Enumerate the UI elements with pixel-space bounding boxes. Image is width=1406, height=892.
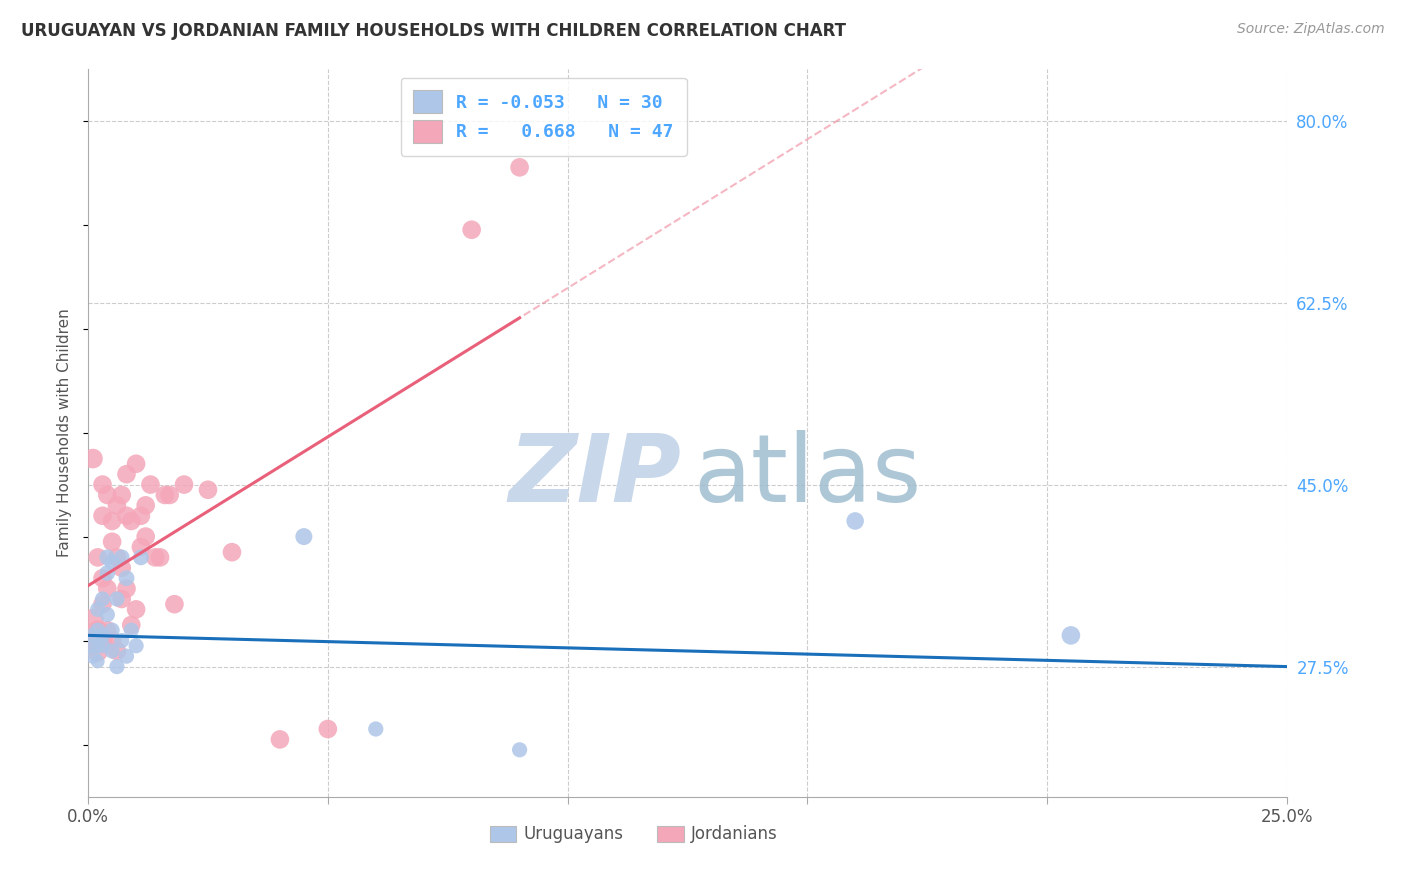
Point <box>87 550 110 565</box>
Point <box>129 540 152 554</box>
Text: Uruguayans: Uruguayans <box>523 825 623 844</box>
Point <box>111 633 134 648</box>
Point <box>844 514 866 528</box>
Point <box>96 566 118 580</box>
Point <box>460 223 482 237</box>
Point <box>364 722 387 736</box>
Point <box>111 561 134 575</box>
Text: Source: ZipAtlas.com: Source: ZipAtlas.com <box>1237 22 1385 37</box>
Point <box>163 597 186 611</box>
Point <box>159 488 181 502</box>
Point <box>91 628 114 642</box>
Point <box>96 550 118 565</box>
Point <box>101 534 124 549</box>
Point <box>101 644 124 658</box>
Point <box>91 571 114 585</box>
Point <box>115 571 138 585</box>
Point <box>82 633 104 648</box>
Point <box>115 582 138 596</box>
Point <box>173 477 195 491</box>
Point <box>82 639 104 653</box>
Point <box>120 618 142 632</box>
Text: atlas: atlas <box>693 430 921 522</box>
Point <box>143 550 166 565</box>
Point <box>135 499 157 513</box>
Point <box>105 499 128 513</box>
Point <box>91 597 114 611</box>
Point <box>87 623 110 637</box>
Point <box>153 488 176 502</box>
Point <box>221 545 243 559</box>
Point <box>96 623 118 637</box>
Point <box>87 654 110 668</box>
Y-axis label: Family Households with Children: Family Households with Children <box>58 309 72 557</box>
Point <box>149 550 172 565</box>
Point <box>1060 628 1083 642</box>
Point <box>129 508 152 523</box>
Point <box>87 644 110 658</box>
Point <box>101 633 124 648</box>
Point <box>316 722 339 736</box>
Point <box>96 488 118 502</box>
Point <box>105 659 128 673</box>
Point <box>125 602 148 616</box>
Text: Jordanians: Jordanians <box>690 825 778 844</box>
Point <box>96 607 118 622</box>
Point <box>509 743 531 757</box>
Point <box>292 530 315 544</box>
Text: ZIP: ZIP <box>509 430 682 522</box>
Point <box>129 550 152 565</box>
Point <box>115 508 138 523</box>
Point <box>111 592 134 607</box>
Point <box>139 477 162 491</box>
Point <box>91 639 114 653</box>
Point <box>82 649 104 664</box>
Legend: R = -0.053   N = 30, R =   0.668   N = 47: R = -0.053 N = 30, R = 0.668 N = 47 <box>401 78 686 155</box>
Point <box>105 550 128 565</box>
Point <box>82 628 104 642</box>
Point <box>96 582 118 596</box>
Point <box>120 623 142 637</box>
Point <box>91 592 114 607</box>
FancyBboxPatch shape <box>489 827 516 842</box>
Point <box>197 483 219 497</box>
Point <box>101 623 124 637</box>
Point <box>105 592 128 607</box>
Point <box>135 530 157 544</box>
Point <box>111 550 134 565</box>
Point <box>101 514 124 528</box>
Point <box>82 613 104 627</box>
Point <box>269 732 291 747</box>
Point <box>111 488 134 502</box>
Point <box>509 161 531 175</box>
Point <box>105 644 128 658</box>
FancyBboxPatch shape <box>658 827 683 842</box>
Point <box>87 602 110 616</box>
Point <box>91 508 114 523</box>
Point <box>125 639 148 653</box>
Text: URUGUAYAN VS JORDANIAN FAMILY HOUSEHOLDS WITH CHILDREN CORRELATION CHART: URUGUAYAN VS JORDANIAN FAMILY HOUSEHOLDS… <box>21 22 846 40</box>
Point <box>91 477 114 491</box>
Point <box>115 467 138 482</box>
Point <box>120 514 142 528</box>
Point <box>125 457 148 471</box>
Point <box>101 556 124 570</box>
Point <box>87 639 110 653</box>
Point <box>82 451 104 466</box>
Point <box>87 623 110 637</box>
Point <box>115 649 138 664</box>
Point <box>91 633 114 648</box>
